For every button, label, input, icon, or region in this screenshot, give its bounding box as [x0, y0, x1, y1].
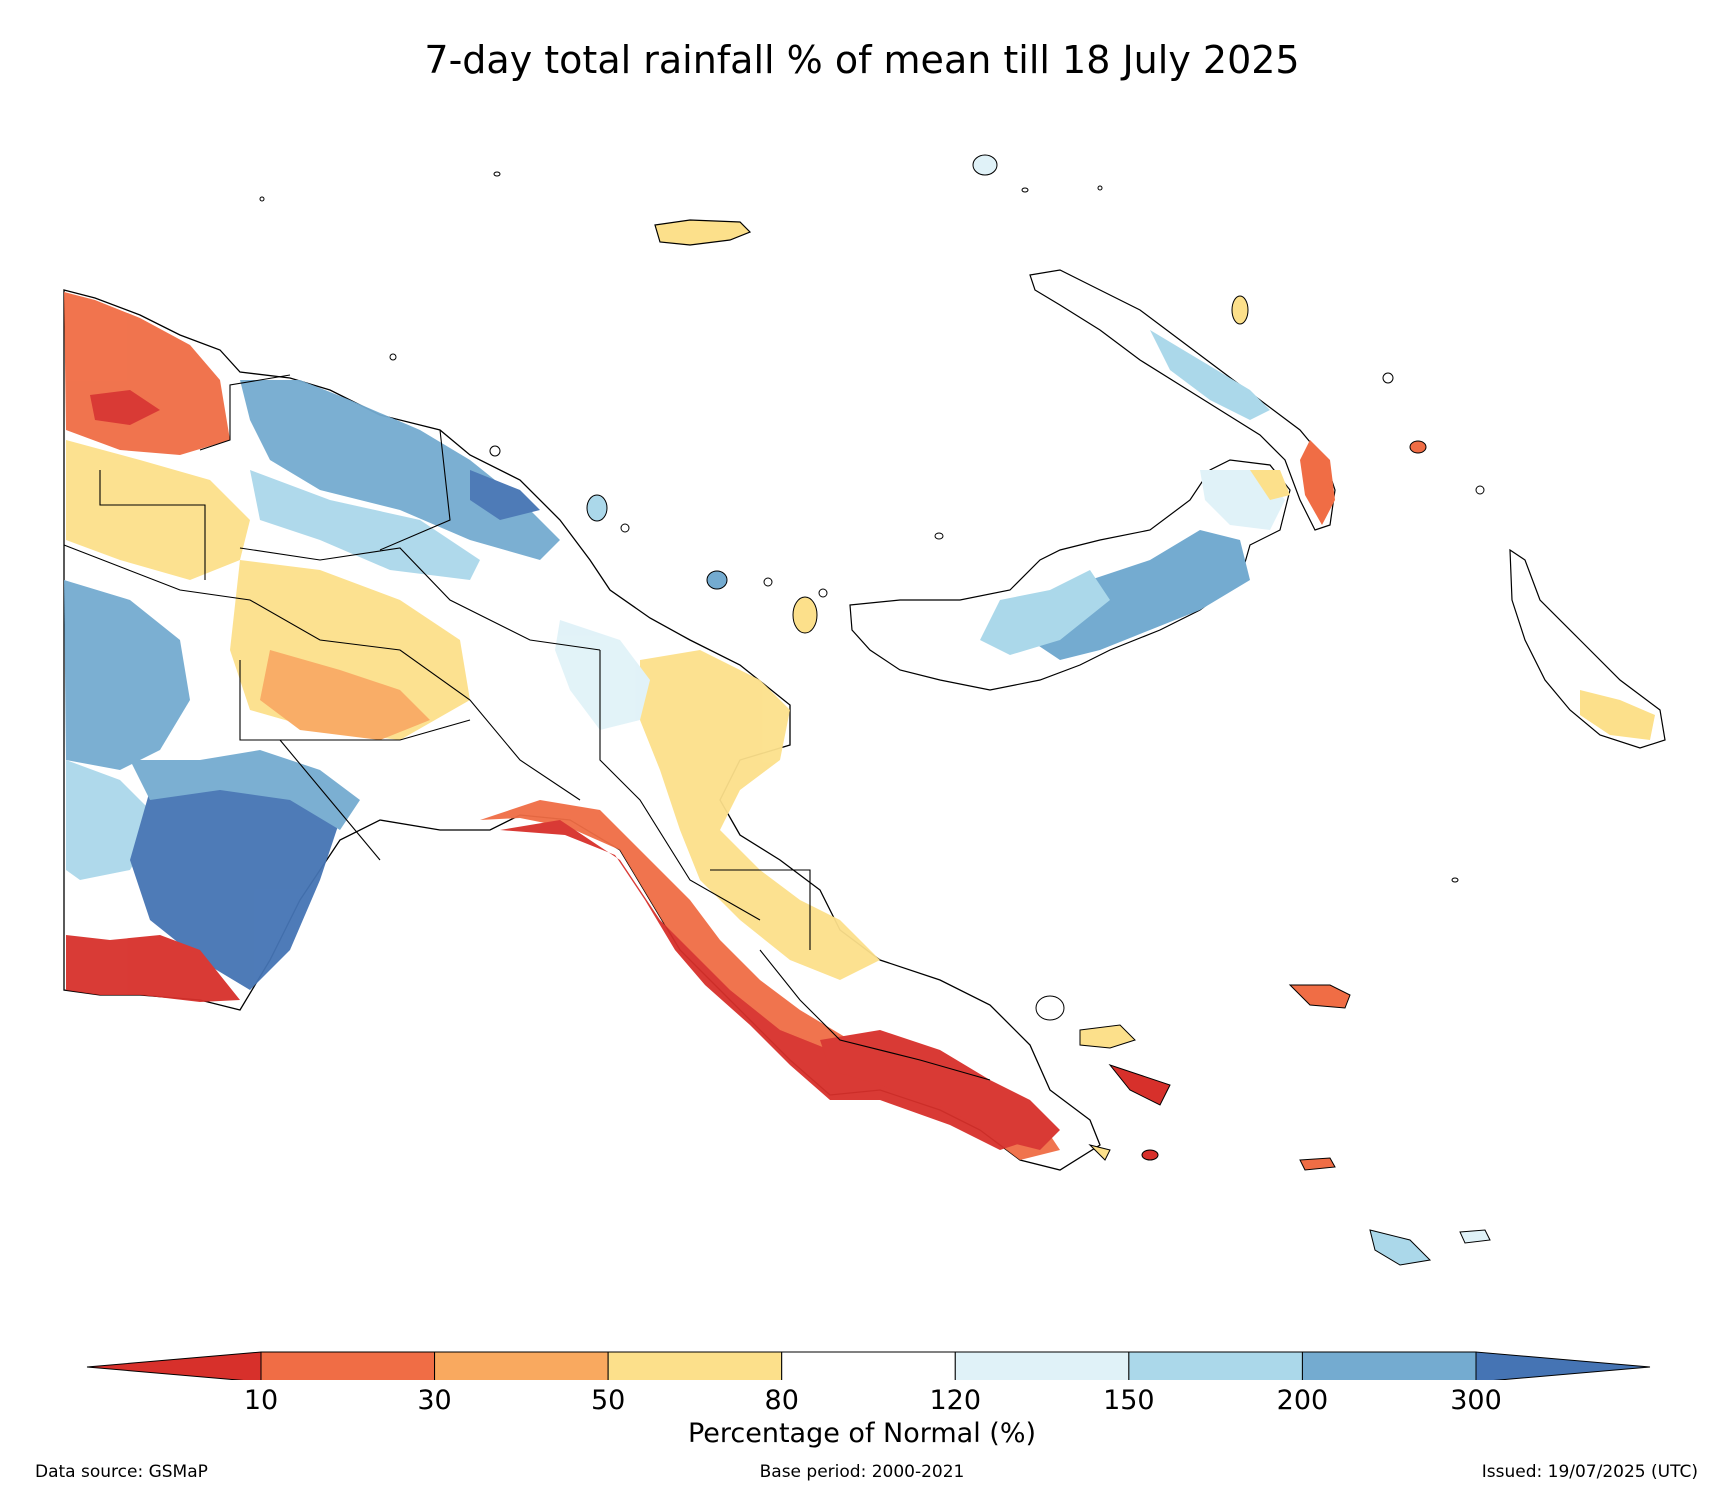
- colorbar-segment: [1301, 1351, 1477, 1380]
- colorbar: [86, 1351, 1651, 1380]
- colorbar-tick-label: 30: [417, 1385, 452, 1416]
- shade-lightblue-north: [250, 470, 480, 580]
- bougainville-yellow: [1580, 690, 1655, 740]
- colorbar-tick-label: 300: [1450, 1385, 1502, 1416]
- shade-blue-south: [130, 750, 360, 830]
- footer-data-source: Data source: GSMaP: [35, 1462, 208, 1482]
- colorbar-segment: [260, 1351, 436, 1380]
- colorbar-segment: [781, 1351, 956, 1380]
- shade-blue-north: [240, 380, 560, 560]
- shade-very-dry-northwest: [90, 390, 160, 425]
- small-islands: [259, 154, 1491, 1266]
- shade-deep-blue-north: [470, 470, 540, 520]
- colorbar-segments: [86, 1351, 1651, 1380]
- rainfall-map: [63, 154, 1666, 1266]
- colorbar-segment: [607, 1351, 783, 1380]
- province-boundaries: [63, 374, 991, 1081]
- bougainville-island: [1509, 548, 1666, 749]
- shade-orange-central: [260, 650, 430, 740]
- shade-red-southwest: [66, 935, 240, 1002]
- footer-base-period: Base period: 2000-2021: [759, 1462, 965, 1482]
- colorbar-tick-label: 150: [1103, 1385, 1155, 1416]
- shade-red-southeast: [820, 1030, 1060, 1150]
- colorbar-extend-low: [86, 1351, 262, 1380]
- shade-deep-blue-south: [130, 780, 340, 990]
- colorbar-extend-high: [1475, 1351, 1651, 1380]
- shade-yellow-east: [640, 650, 880, 980]
- new-britain-island: [849, 459, 1291, 691]
- colorbar-segment: [1128, 1351, 1303, 1380]
- new-ireland-blue: [1150, 330, 1270, 420]
- new-ireland-orange-south: [1300, 440, 1335, 525]
- colorbar-tick-label: 10: [243, 1385, 279, 1416]
- shade-blue-west: [64, 580, 190, 770]
- new-britain-blue: [1030, 530, 1250, 660]
- footer-issued: Issued: 19/07/2025 (UTC): [1481, 1462, 1698, 1482]
- page-title: 7-day total rainfall % of mean till 18 J…: [424, 38, 1300, 82]
- colorbar-tick-label: 120: [929, 1385, 982, 1416]
- new-britain-lightblue: [980, 570, 1110, 655]
- rainfall-shading: [64, 292, 1060, 1160]
- colorbar-tick-label: 200: [1276, 1385, 1329, 1416]
- colorbar-tick-label: 50: [590, 1385, 626, 1416]
- colorbar-tick-label: 80: [764, 1385, 799, 1416]
- colorbar-segment: [954, 1351, 1130, 1380]
- shade-yellow-northwest: [66, 440, 250, 580]
- manus-island: [654, 219, 752, 246]
- colorbar-segment: [434, 1351, 609, 1380]
- new-britain-yellow-tip: [1250, 470, 1290, 500]
- colorbar-title: Percentage of Normal (%): [687, 1418, 1037, 1449]
- new-ireland-island: [1029, 269, 1336, 531]
